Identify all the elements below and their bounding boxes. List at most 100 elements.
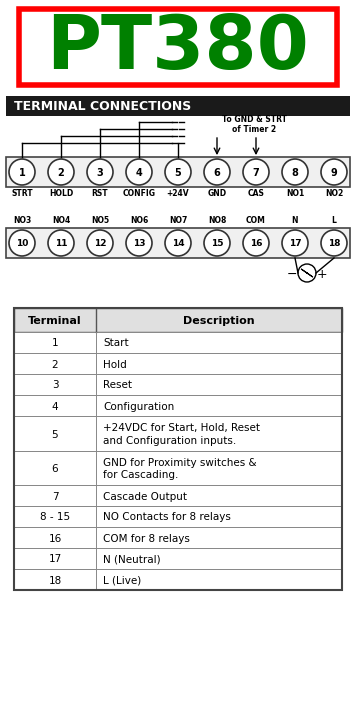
Text: 16: 16: [48, 534, 62, 544]
Circle shape: [204, 159, 230, 185]
Bar: [14, 332, 342, 353]
Text: 4: 4: [136, 168, 142, 178]
Circle shape: [165, 159, 191, 185]
Text: STRT: STRT: [11, 189, 33, 198]
Text: 4: 4: [52, 402, 58, 412]
Text: 18: 18: [48, 575, 62, 585]
Text: 7: 7: [253, 168, 260, 178]
Text: Description: Description: [183, 316, 255, 326]
Circle shape: [243, 159, 269, 185]
Circle shape: [165, 230, 191, 256]
Text: NO7: NO7: [169, 216, 187, 225]
Bar: [6, 228, 350, 258]
Circle shape: [282, 159, 308, 185]
Text: NO Contacts for 8 relays: NO Contacts for 8 relays: [103, 513, 231, 522]
Text: 6: 6: [52, 464, 58, 474]
Text: NO1: NO1: [286, 189, 304, 198]
Bar: [14, 353, 342, 374]
Text: 1: 1: [52, 338, 58, 349]
Circle shape: [126, 230, 152, 256]
Text: 3: 3: [96, 168, 103, 178]
Text: Reset: Reset: [103, 381, 132, 390]
Text: To GND & STRT: To GND & STRT: [222, 116, 287, 124]
Text: N (Neutral): N (Neutral): [103, 554, 161, 565]
Text: 6: 6: [214, 168, 220, 178]
Text: GND: GND: [208, 189, 226, 198]
Circle shape: [9, 230, 35, 256]
Bar: [14, 451, 342, 485]
Text: 10: 10: [16, 239, 28, 249]
Text: L (Live): L (Live): [103, 575, 141, 585]
Text: 8 - 15: 8 - 15: [40, 513, 70, 522]
Circle shape: [321, 230, 347, 256]
Text: PT380: PT380: [47, 13, 309, 85]
Text: 11: 11: [55, 239, 67, 249]
Text: and Configuration inputs.: and Configuration inputs.: [103, 436, 236, 446]
Text: TERMINAL CONNECTIONS: TERMINAL CONNECTIONS: [14, 100, 191, 114]
Text: NO5: NO5: [91, 216, 109, 225]
Text: +24V: +24V: [167, 189, 189, 198]
Text: 17: 17: [48, 554, 62, 565]
Text: N: N: [292, 216, 298, 225]
Text: 8: 8: [292, 168, 298, 178]
Text: 7: 7: [52, 491, 58, 501]
Text: NO2: NO2: [325, 189, 343, 198]
Bar: [14, 395, 342, 416]
Circle shape: [321, 159, 347, 185]
Circle shape: [87, 230, 113, 256]
Circle shape: [282, 230, 308, 256]
Bar: [14, 569, 342, 590]
Text: +24VDC for Start, Hold, Reset: +24VDC for Start, Hold, Reset: [103, 423, 260, 433]
Text: NO6: NO6: [130, 216, 148, 225]
Text: 2: 2: [58, 168, 64, 178]
Bar: [14, 374, 342, 395]
Text: 5: 5: [52, 429, 58, 440]
Bar: [14, 548, 342, 569]
Circle shape: [204, 230, 230, 256]
Circle shape: [87, 159, 113, 185]
Text: for Cascading.: for Cascading.: [103, 470, 178, 481]
Text: CAS: CAS: [247, 189, 265, 198]
Text: GND for Proximity switches &: GND for Proximity switches &: [103, 457, 257, 467]
Circle shape: [48, 230, 74, 256]
Text: CONFIG: CONFIG: [122, 189, 156, 198]
Circle shape: [48, 159, 74, 185]
Text: NO8: NO8: [208, 216, 226, 225]
Bar: [14, 527, 342, 548]
Text: 5: 5: [175, 168, 181, 178]
Text: 2: 2: [52, 359, 58, 369]
Circle shape: [243, 230, 269, 256]
Text: Hold: Hold: [103, 359, 127, 369]
Text: COM for 8 relays: COM for 8 relays: [103, 534, 190, 544]
Text: Start: Start: [103, 338, 129, 349]
Text: HOLD: HOLD: [49, 189, 73, 198]
Bar: [14, 506, 342, 527]
Text: Cascade Output: Cascade Output: [103, 491, 187, 501]
Text: 9: 9: [331, 168, 337, 178]
Circle shape: [298, 264, 316, 282]
Text: RST: RST: [92, 189, 108, 198]
Bar: [14, 308, 342, 332]
Text: COM: COM: [246, 216, 266, 225]
Text: of Timer 2: of Timer 2: [232, 126, 277, 135]
Text: 18: 18: [328, 239, 340, 249]
Text: 14: 14: [172, 239, 184, 249]
Text: 1: 1: [19, 168, 25, 178]
Bar: [14, 416, 342, 451]
Text: 17: 17: [289, 239, 301, 249]
Text: 15: 15: [211, 239, 223, 249]
Text: 16: 16: [250, 239, 262, 249]
Circle shape: [126, 159, 152, 185]
Text: 12: 12: [94, 239, 106, 249]
Text: +: +: [317, 268, 327, 280]
Text: NO4: NO4: [52, 216, 70, 225]
Circle shape: [9, 159, 35, 185]
Bar: [14, 308, 342, 590]
Text: Configuration: Configuration: [103, 402, 174, 412]
Bar: [14, 485, 342, 506]
Text: Terminal: Terminal: [28, 316, 82, 326]
Text: 3: 3: [52, 381, 58, 390]
Text: 13: 13: [133, 239, 145, 249]
Bar: [6, 96, 350, 116]
Text: L: L: [331, 216, 336, 225]
